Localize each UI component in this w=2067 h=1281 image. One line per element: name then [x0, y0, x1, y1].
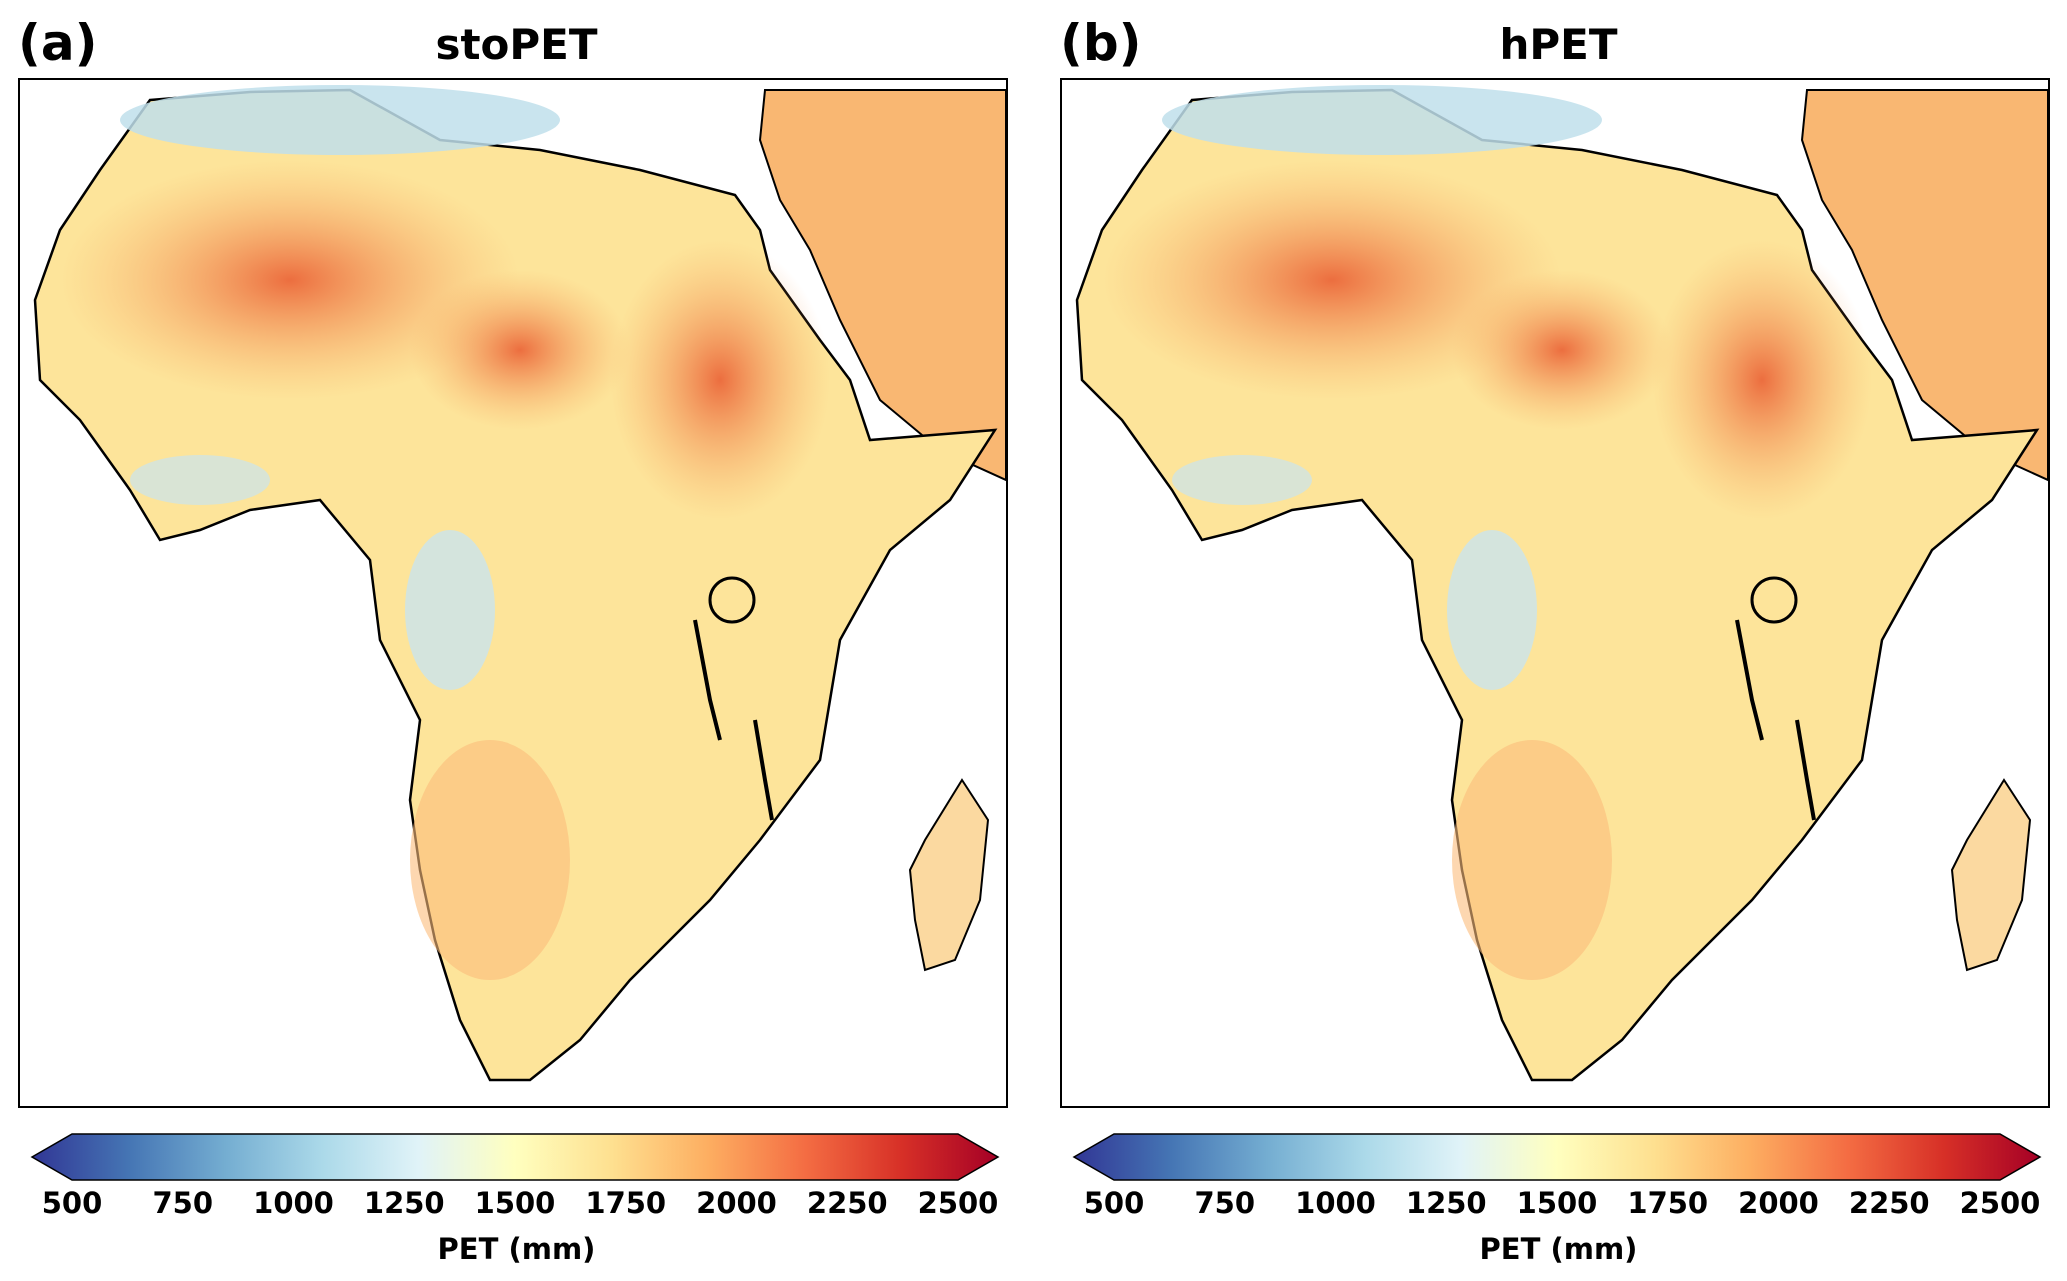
- arabia-landmass: [758, 89, 1006, 482]
- lake-victoria: [1750, 576, 1798, 624]
- colorbar-label: PET (mm): [437, 1232, 596, 1266]
- colorbar-tick-label: 500: [41, 1186, 103, 1220]
- colorbar-ticks: 500 750 1000 1250 1500 1750 2000 2250 2500: [0, 1186, 1033, 1230]
- chad-hotspot: [410, 270, 630, 430]
- colorbar-gradient: [1072, 1133, 2042, 1181]
- colorbar-tick-label: 2500: [917, 1186, 999, 1220]
- lake-victoria: [708, 576, 756, 624]
- colorbar-tick-label: 1000: [1295, 1186, 1376, 1220]
- colorbar-ticks: 500 750 1000 1250 1500 1750 2000 2250 2500: [1042, 1186, 2067, 1230]
- lake-malawi: [1795, 719, 1816, 821]
- colorbar-tick-label: 2000: [696, 1186, 777, 1220]
- madagascar: [1950, 778, 2032, 972]
- congo-cool: [1447, 530, 1537, 690]
- panel-letter: (a): [18, 14, 98, 72]
- pet-map: [1075, 85, 2048, 1082]
- panel-letter: (b): [1060, 14, 1142, 72]
- colorbar-tick-label: 2250: [1848, 1186, 1930, 1220]
- panel-title: stoPET: [435, 20, 598, 69]
- colorbar-tick-label: 1500: [1516, 1186, 1598, 1220]
- colorbar-tick-label: 2250: [806, 1186, 888, 1220]
- colorbar: [1072, 1132, 2042, 1186]
- colorbar-gradient: [30, 1133, 1000, 1181]
- madagascar: [908, 778, 990, 972]
- panel-b: (b) hPET: [1042, 0, 2067, 1281]
- map-frame: [18, 78, 1008, 1108]
- namibia-warm: [1452, 740, 1612, 980]
- colorbar-tick-label: 1250: [1405, 1186, 1487, 1220]
- guinea-coast-cool: [130, 455, 270, 505]
- sahara-hotspot: [60, 160, 520, 400]
- panel-a: (a) stoPET: [0, 0, 1033, 1281]
- namibia-warm: [410, 740, 570, 980]
- arabia-landmass: [1800, 89, 2048, 482]
- colorbar-tick-label: 1750: [1627, 1186, 1709, 1220]
- colorbar: [30, 1132, 1000, 1186]
- colorbar-tick-label: 1750: [585, 1186, 667, 1220]
- colorbar-tick-label: 1250: [363, 1186, 445, 1220]
- pet-map: [33, 85, 1006, 1082]
- chad-hotspot: [1452, 270, 1672, 430]
- colorbar-label: PET (mm): [1479, 1232, 1638, 1266]
- colorbar-tick-label: 1000: [253, 1186, 334, 1220]
- sahara-hotspot: [1102, 160, 1562, 400]
- north-coast-cool: [1162, 85, 1602, 155]
- colorbar-tick-label: 750: [1194, 1186, 1256, 1220]
- guinea-coast-cool: [1172, 455, 1312, 505]
- lake-malawi: [753, 719, 774, 821]
- map-frame: [1060, 78, 2050, 1108]
- colorbar-tick-label: 1500: [474, 1186, 556, 1220]
- panel-title: hPET: [1499, 20, 1618, 69]
- sudan-hotspot: [1652, 240, 1872, 520]
- lake-tanganyika: [1735, 619, 1764, 741]
- colorbar-tick-label: 750: [152, 1186, 214, 1220]
- sudan-hotspot: [610, 240, 830, 520]
- colorbar-tick-label: 2000: [1738, 1186, 1819, 1220]
- north-coast-cool: [120, 85, 560, 155]
- lake-tanganyika: [693, 619, 722, 741]
- colorbar-tick-label: 2500: [1959, 1186, 2041, 1220]
- congo-cool: [405, 530, 495, 690]
- colorbar-tick-label: 500: [1083, 1186, 1145, 1220]
